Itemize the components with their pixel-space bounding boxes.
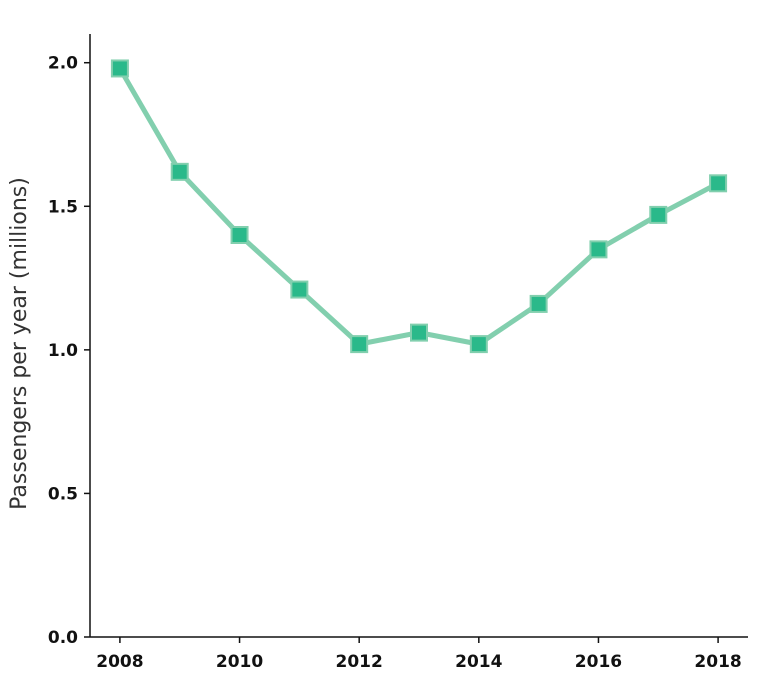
data-point-marker [709, 174, 728, 193]
series-line [117, 67, 720, 347]
x-tick-label: 2018 [694, 652, 741, 672]
data-point-marker [290, 280, 309, 299]
data-point-marker [350, 335, 369, 354]
x-tick-label: 2016 [575, 652, 622, 672]
data-point-marker [110, 59, 129, 78]
x-tick-label: 2012 [336, 652, 383, 672]
y-tick-label: 0.5 [48, 484, 78, 504]
data-point-marker [469, 335, 488, 354]
data-point-marker [649, 205, 668, 224]
x-tick-label: 2014 [455, 652, 502, 672]
y-tick-label: 1.0 [48, 341, 78, 361]
data-point-marker [529, 294, 548, 313]
data-point-marker [589, 240, 608, 259]
y-axis-label: Passengers per year (millions) [7, 177, 32, 510]
data-point-marker [170, 162, 189, 181]
x-tick-label: 2008 [96, 652, 143, 672]
x-ticks: 2008 2010 2012 2014 2016 2018 [96, 637, 742, 672]
y-tick-label: 2.0 [48, 54, 78, 74]
y-tick-label: 0.0 [48, 628, 78, 648]
axes [89, 34, 748, 638]
data-point-marker [230, 226, 249, 244]
x-tick-label: 2010 [216, 652, 263, 672]
data-point-marker [410, 323, 428, 342]
y-ticks: 0.0 0.5 1.0 1.5 2.0 [48, 54, 90, 648]
y-tick-label: 1.5 [48, 197, 78, 217]
plot-area [110, 59, 728, 354]
